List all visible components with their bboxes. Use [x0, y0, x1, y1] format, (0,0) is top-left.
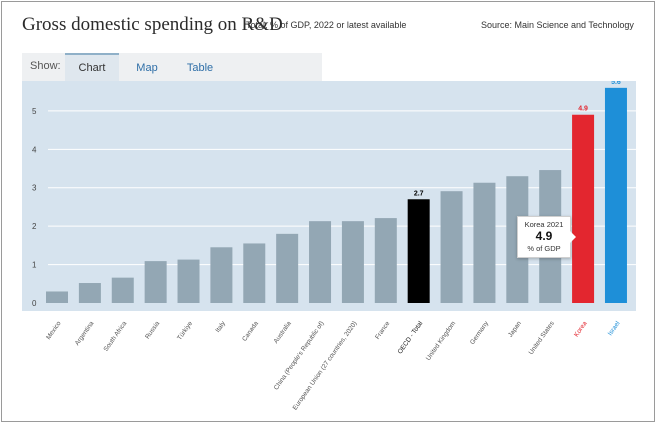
bar: [210, 247, 233, 303]
bar: [111, 277, 134, 303]
x-tick-label: Mexico: [45, 320, 63, 341]
bar: [440, 191, 463, 303]
show-label: Show:: [30, 60, 61, 72]
y-tick-label: 3: [32, 184, 37, 193]
chart-source: Source: Main Science and Technology Indi…: [481, 20, 636, 30]
bar-value-label: 5.6: [611, 81, 621, 86]
x-tick-label: South Africa: [103, 320, 129, 353]
x-tick-label: OECD - Total: [397, 320, 425, 356]
bar-value-label: 2.7: [414, 190, 424, 197]
tooltip: Korea 2021 4.9 % of GDP: [517, 216, 576, 258]
x-tick-label: European Union (27 countries, 2020): [292, 320, 359, 411]
y-tick-label: 4: [32, 145, 37, 154]
bar: [78, 283, 101, 303]
y-tick-label: 1: [32, 261, 37, 270]
bar: [572, 114, 595, 303]
x-tick-label: Argentina: [74, 320, 96, 347]
y-tick-label: 2: [32, 222, 37, 231]
tab-table[interactable]: Table: [186, 62, 214, 74]
bar: [309, 221, 332, 303]
tab-map[interactable]: Map: [136, 62, 158, 74]
y-tick-label: 0: [32, 299, 37, 308]
tooltip-label: Korea 2021: [524, 220, 564, 229]
bar: [144, 261, 167, 303]
tooltip-pointer: [570, 231, 576, 243]
x-tick-label: Germany: [469, 320, 490, 347]
tab-chart[interactable]: Chart: [65, 53, 119, 81]
x-tick-label: Russia: [144, 320, 161, 341]
x-tick-label: Japan: [507, 320, 523, 339]
x-tick-label: United Kingdom: [425, 320, 457, 362]
x-tick-label: Italy: [214, 320, 227, 334]
x-tick-label: Australia: [273, 320, 293, 345]
bar: [374, 218, 397, 303]
bar: [177, 259, 200, 303]
y-tick-label: 5: [32, 107, 37, 116]
bar: [473, 182, 496, 303]
x-tick-label: Korea: [573, 320, 589, 339]
x-tick-label: Israel: [607, 320, 622, 337]
tooltip-value: 4.9: [535, 229, 553, 243]
bar-chart: 0 1 2 3 4 5 Mexico Argentina South Africa Russia T…: [22, 81, 636, 411]
bar: [407, 199, 430, 303]
chart-area: 0 1 2 3 4 5 Mexico Argentina South Africa Russia T…: [22, 81, 636, 417]
x-tick-label: Türkiye: [176, 320, 194, 342]
bar: [341, 221, 364, 303]
bar: [46, 291, 68, 303]
bar: [604, 87, 627, 303]
bar-value-label: 4.9: [578, 106, 588, 113]
bar: [243, 243, 266, 303]
bar: [276, 233, 299, 303]
chart-title: Gross domestic spending on R&D: [22, 14, 283, 35]
x-tick-label: France: [374, 320, 392, 341]
view-tabs: Show: Chart Map Table: [22, 53, 322, 81]
chart-subtitle: Total, % of GDP, 2022 or latest availabl…: [246, 20, 407, 30]
x-tick-label: Canada: [241, 320, 260, 343]
tooltip-unit: % of GDP: [527, 244, 561, 253]
x-tick-label: United States: [528, 320, 557, 357]
